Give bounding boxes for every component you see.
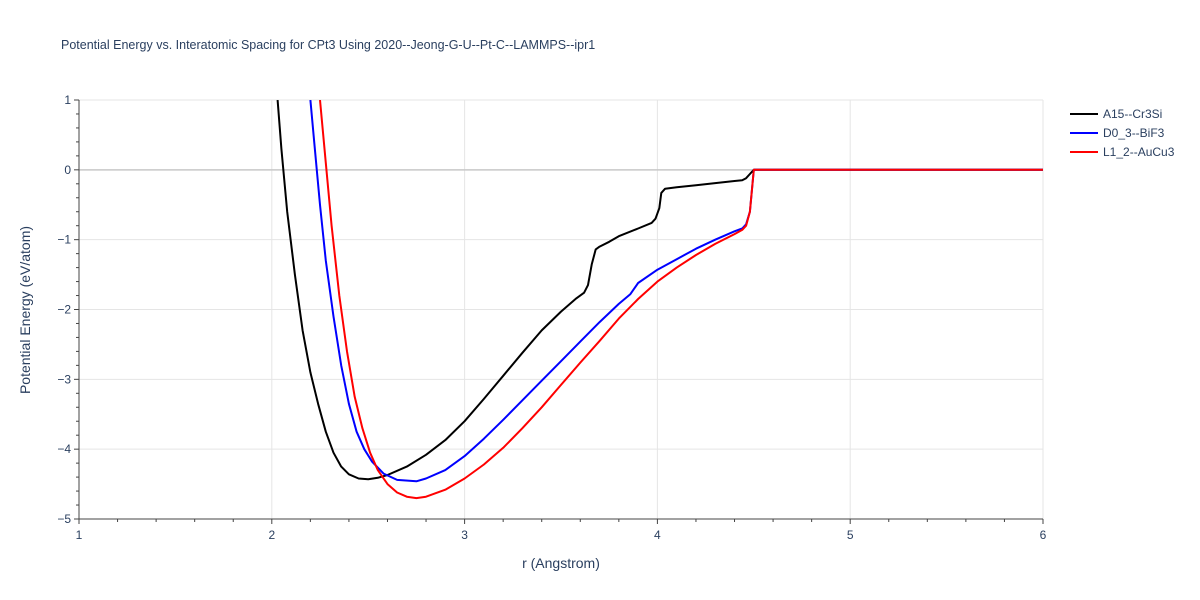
x-tick-label: 1 (76, 528, 83, 542)
chart-title: Potential Energy vs. Interatomic Spacing… (61, 38, 596, 52)
legend-label: L1_2--AuCu3 (1103, 145, 1175, 159)
legend-label: A15--Cr3Si (1103, 107, 1162, 121)
x-tick-label: 2 (268, 528, 275, 542)
y-tick-label: −3 (57, 372, 71, 386)
y-tick-label: 1 (64, 93, 71, 107)
legend[interactable]: A15--Cr3Si D0_3--BiF3 L1_2--AuCu3 (1070, 107, 1175, 159)
y-tick-label: −2 (57, 303, 71, 317)
y-axis-title: Potential Energy (eV/atom) (17, 226, 33, 394)
y-tick-label: −5 (57, 512, 71, 526)
y-tick-label: 0 (64, 163, 71, 177)
x-tick-label: 5 (847, 528, 854, 542)
y-tick-label: −4 (57, 442, 71, 456)
series-line-0 (276, 100, 1043, 481)
y-tick-label: −1 (57, 233, 71, 247)
x-tick-label: 3 (461, 528, 468, 542)
legend-label: D0_3--BiF3 (1103, 126, 1165, 140)
x-axis-title: r (Angstrom) (522, 555, 600, 571)
x-tick-label: 6 (1040, 528, 1047, 542)
axis-layer: 1 2 3 4 5 6 1 0 −1 −2 −3 −4 −5 (57, 93, 1046, 542)
x-tick-label: 4 (654, 528, 661, 542)
legend-item[interactable]: A15--Cr3Si (1070, 107, 1162, 121)
series-line-2 (319, 100, 1043, 500)
series-layer (276, 100, 1043, 500)
legend-item[interactable]: D0_3--BiF3 (1070, 126, 1165, 140)
grid-layer (79, 99, 1044, 519)
series-line-1 (309, 100, 1043, 483)
legend-item[interactable]: L1_2--AuCu3 (1070, 145, 1175, 159)
